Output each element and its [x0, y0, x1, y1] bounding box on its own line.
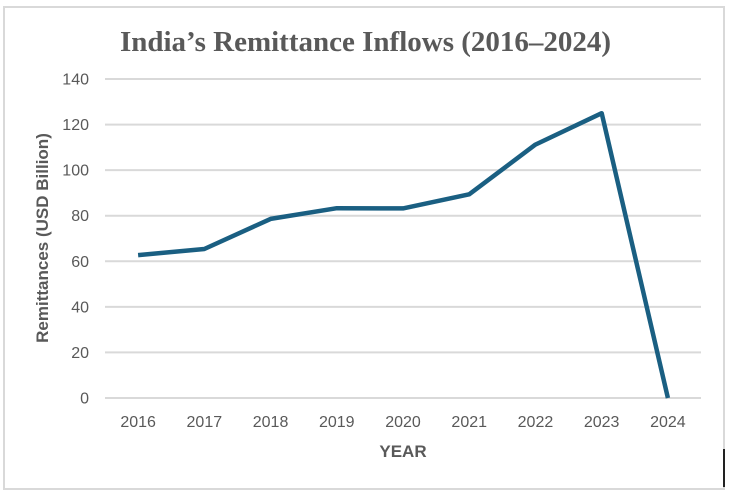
y-tick-label: 80 — [71, 208, 89, 225]
series-line-0 — [137, 110, 671, 399]
y-tick-label: 140 — [62, 72, 89, 89]
x-tick-label: 2020 — [385, 414, 421, 431]
x-tick-label: 2019 — [319, 414, 355, 431]
x-tick-label: 2021 — [451, 414, 487, 431]
chart-frame — [3, 6, 725, 490]
x-axis-tick-labels: 2016 2017 2018 2019 2020 2021 2022 2023 2024 — [120, 414, 685, 431]
y-axis-tick-labels: 0 20 40 60 80 100 120 140 — [62, 72, 89, 408]
y-tick-label: 0 — [80, 391, 89, 408]
gridlines — [105, 78, 701, 399]
x-tick-label: 2017 — [187, 414, 223, 431]
x-tick-label: 2016 — [120, 414, 156, 431]
x-tick-label: 2018 — [253, 414, 289, 431]
y-axis-title: Remittances (USD Billion) — [33, 133, 52, 343]
text-cursor-mark — [723, 449, 725, 487]
y-tick-label: 60 — [71, 254, 89, 271]
x-tick-label: 2023 — [584, 414, 620, 431]
chart-title: India’s Remittance Inflows (2016–2024) — [119, 26, 612, 58]
y-tick-label: 120 — [62, 117, 89, 134]
x-axis-title: YEAR — [379, 442, 426, 461]
series-layer — [137, 110, 671, 399]
y-tick-label: 40 — [71, 299, 89, 316]
y-tick-label: 20 — [71, 345, 89, 362]
x-tick-label: 2022 — [518, 414, 554, 431]
x-tick-label: 2024 — [650, 414, 686, 431]
y-tick-label: 100 — [62, 163, 89, 180]
